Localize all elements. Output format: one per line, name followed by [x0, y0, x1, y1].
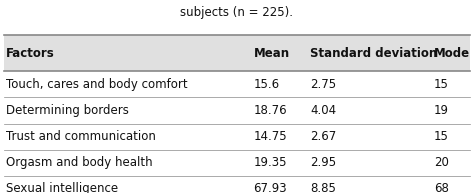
Text: Factors: Factors	[6, 47, 55, 60]
Bar	[4, 35, 470, 71]
Text: 67.93: 67.93	[254, 182, 287, 193]
Text: 15.6: 15.6	[254, 78, 280, 91]
Bar	[4, 150, 470, 176]
Text: 2.95: 2.95	[310, 156, 337, 169]
Bar	[4, 97, 470, 124]
Bar	[4, 71, 470, 97]
Text: Mean: Mean	[254, 47, 290, 60]
Text: Determining borders: Determining borders	[6, 104, 129, 117]
Text: 8.85: 8.85	[310, 182, 337, 193]
Text: Mode: Mode	[434, 47, 470, 60]
Bar	[4, 124, 470, 150]
Text: 18.76: 18.76	[254, 104, 287, 117]
Bar	[4, 176, 470, 193]
Text: Orgasm and body health: Orgasm and body health	[6, 156, 153, 169]
Text: 14.75: 14.75	[254, 130, 287, 143]
Text: 19.35: 19.35	[254, 156, 287, 169]
Text: Touch, cares and body comfort: Touch, cares and body comfort	[6, 78, 188, 91]
Text: 2.67: 2.67	[310, 130, 337, 143]
Text: Standard deviation: Standard deviation	[310, 47, 438, 60]
Text: 20: 20	[434, 156, 448, 169]
Text: Trust and communication: Trust and communication	[6, 130, 156, 143]
Text: 15: 15	[434, 130, 448, 143]
Text: 19: 19	[434, 104, 449, 117]
Text: 4.04: 4.04	[310, 104, 337, 117]
Text: 68: 68	[434, 182, 448, 193]
Text: 2.75: 2.75	[310, 78, 337, 91]
Text: Sexual intelligence: Sexual intelligence	[6, 182, 118, 193]
Text: subjects (n = 225).: subjects (n = 225).	[181, 6, 293, 19]
Text: 15: 15	[434, 78, 448, 91]
